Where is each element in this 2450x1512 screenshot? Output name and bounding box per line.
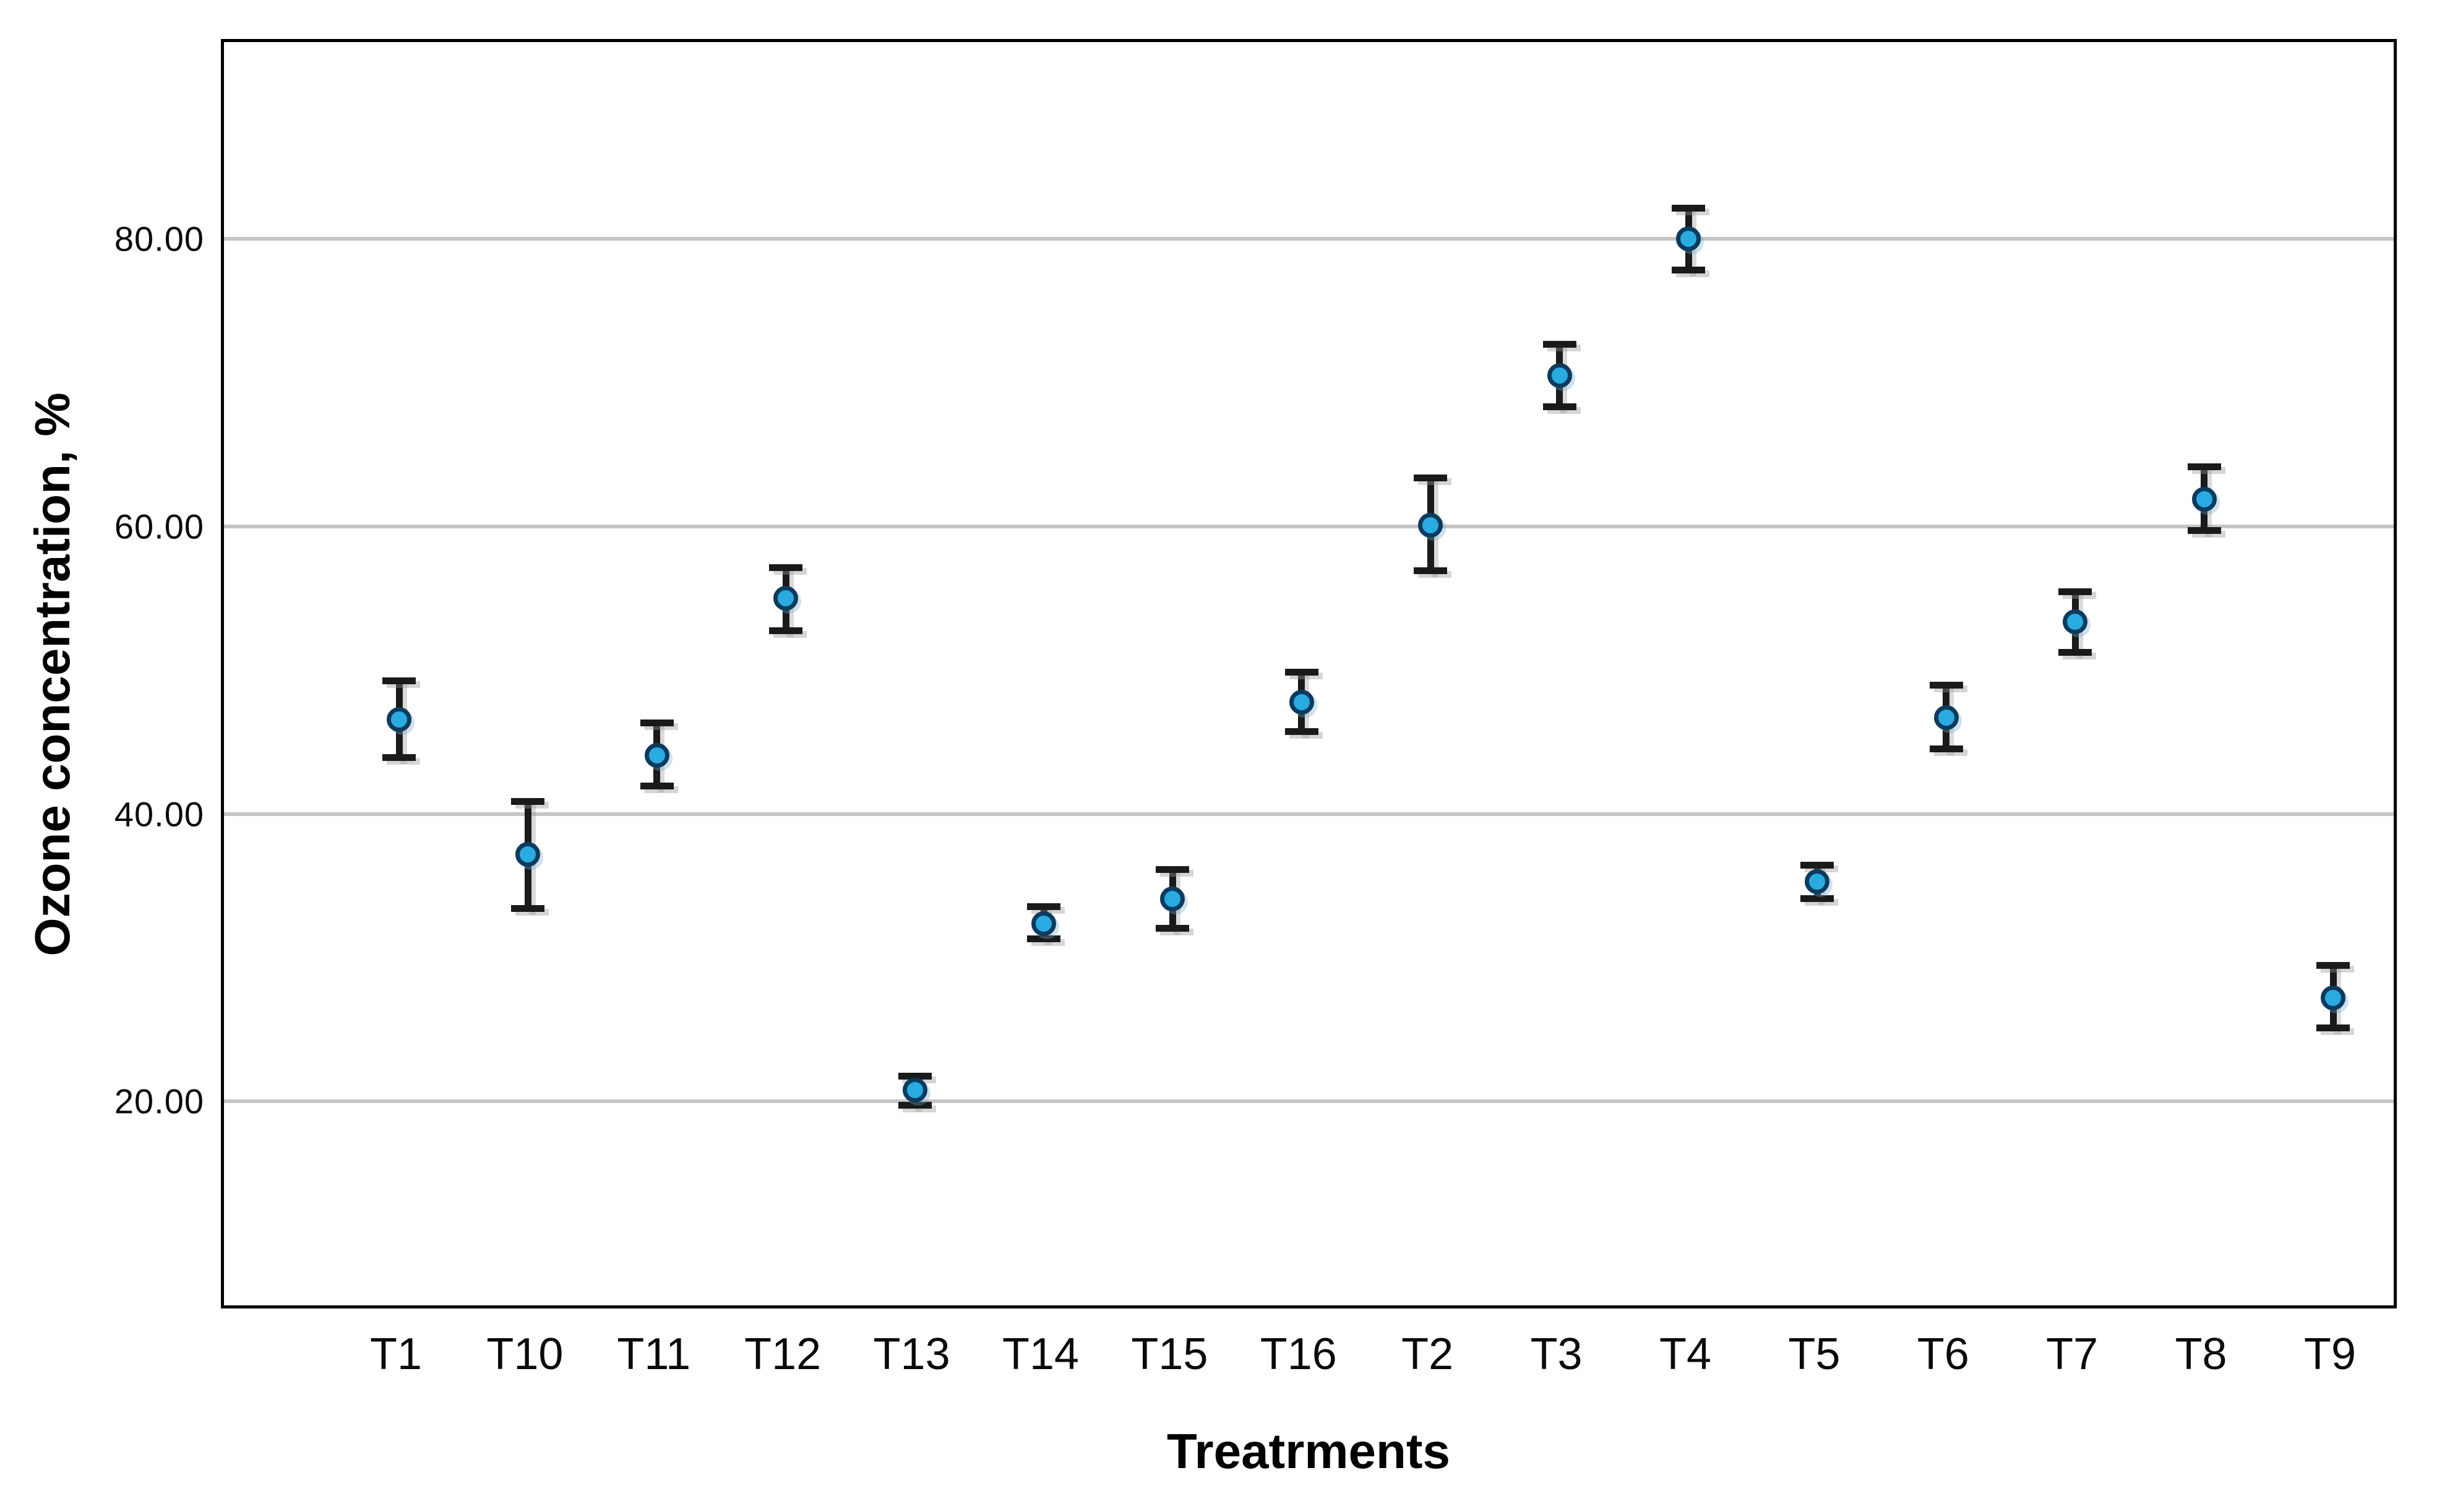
- x-tick-label: T8: [2175, 1329, 2227, 1379]
- error-bar-cap-top: [1284, 669, 1318, 676]
- error-bar-cap-top: [640, 719, 674, 726]
- data-point-marker: [1547, 363, 1572, 389]
- data-point-marker: [644, 742, 669, 768]
- error-bar-cap-bottom: [1027, 935, 1060, 942]
- x-tick-label: T4: [1659, 1329, 1712, 1379]
- gridline: [224, 524, 2394, 528]
- x-tick-label: T15: [1131, 1329, 1208, 1379]
- x-tick-label: T5: [1788, 1329, 1841, 1379]
- x-tick-label: T6: [1917, 1329, 1969, 1379]
- plot-area: [221, 39, 2397, 1308]
- error-bar-cap-bottom: [2316, 1024, 2350, 1031]
- x-tick-label: T10: [486, 1329, 564, 1379]
- x-tick-label: T16: [1260, 1329, 1337, 1379]
- data-point-marker: [2321, 986, 2345, 1011]
- error-bar-cap-bottom: [640, 783, 674, 790]
- data-point-marker: [1805, 869, 1830, 895]
- error-bar-cap-bottom: [1284, 728, 1318, 736]
- x-tick-label: T13: [873, 1329, 950, 1379]
- data-point-marker: [902, 1078, 927, 1103]
- data-point-marker: [1160, 887, 1185, 912]
- error-bar-cap-top: [382, 677, 416, 685]
- error-bar-cap-bottom: [1542, 403, 1576, 410]
- error-bar-cap-top: [511, 798, 545, 805]
- y-tick-label: 40.00: [114, 794, 204, 834]
- x-tick-label: T14: [1002, 1329, 1080, 1379]
- error-bar-cap-top: [2187, 463, 2221, 470]
- error-bar-cap-top: [2316, 962, 2350, 969]
- y-tick-label: 20.00: [114, 1081, 204, 1121]
- error-bar-cap-top: [1800, 861, 1834, 869]
- x-tick-label: T9: [2303, 1329, 2357, 1379]
- x-tick-label: T12: [744, 1329, 822, 1379]
- x-tick-label: T1: [369, 1329, 423, 1379]
- x-tick-label: T2: [1401, 1329, 1454, 1379]
- data-point-marker: [773, 586, 799, 611]
- error-bar-cap-bottom: [1414, 567, 1448, 574]
- error-bar-cap-bottom: [1929, 745, 1963, 752]
- x-axis-title: Treatrments: [1167, 1424, 1450, 1479]
- error-bar-cap-bottom: [1156, 925, 1190, 932]
- x-tick-label: T7: [2046, 1329, 2099, 1379]
- gridline: [224, 812, 2394, 816]
- x-tick-label: T3: [1530, 1329, 1583, 1379]
- error-bar-cap-top: [769, 564, 803, 571]
- error-bar-cap-top: [1929, 682, 1963, 689]
- y-tick-label: 60.00: [114, 507, 204, 546]
- data-point-marker: [2063, 609, 2088, 634]
- gridline: [224, 1099, 2394, 1104]
- x-tick-label: T11: [617, 1329, 691, 1379]
- error-bar-cap-bottom: [2187, 526, 2221, 534]
- error-bar-cap-top: [1027, 903, 1060, 910]
- y-axis-title: Ozone concentration, %: [25, 392, 80, 956]
- error-bar-cap-bottom: [1672, 267, 1705, 274]
- data-point-marker: [2191, 486, 2217, 512]
- error-bar-cap-top: [1672, 204, 1705, 212]
- error-bar-cap-bottom: [382, 754, 416, 761]
- data-point-marker: [1418, 512, 1443, 538]
- error-bar-cap-bottom: [2058, 649, 2092, 656]
- data-point-marker: [1289, 689, 1314, 715]
- error-bar-cap-bottom: [1800, 895, 1834, 902]
- data-point-marker: [1676, 226, 1701, 252]
- error-bar-cap-bottom: [511, 904, 545, 912]
- data-point-marker: [387, 707, 411, 732]
- error-bar-cap-top: [2058, 588, 2092, 596]
- data-point-marker: [1933, 705, 1959, 731]
- y-tick-label: 80.00: [114, 219, 204, 259]
- gridline: [224, 237, 2394, 241]
- error-bar-cap-top: [898, 1073, 932, 1080]
- error-bar-cap-bottom: [769, 627, 803, 635]
- error-bar-cap-bottom: [898, 1102, 932, 1109]
- error-bar-cap-top: [1542, 341, 1576, 348]
- error-bar-cap-top: [1156, 866, 1190, 873]
- data-point-marker: [1031, 911, 1056, 936]
- data-point-marker: [515, 842, 541, 867]
- error-bar-cap-top: [1414, 475, 1448, 482]
